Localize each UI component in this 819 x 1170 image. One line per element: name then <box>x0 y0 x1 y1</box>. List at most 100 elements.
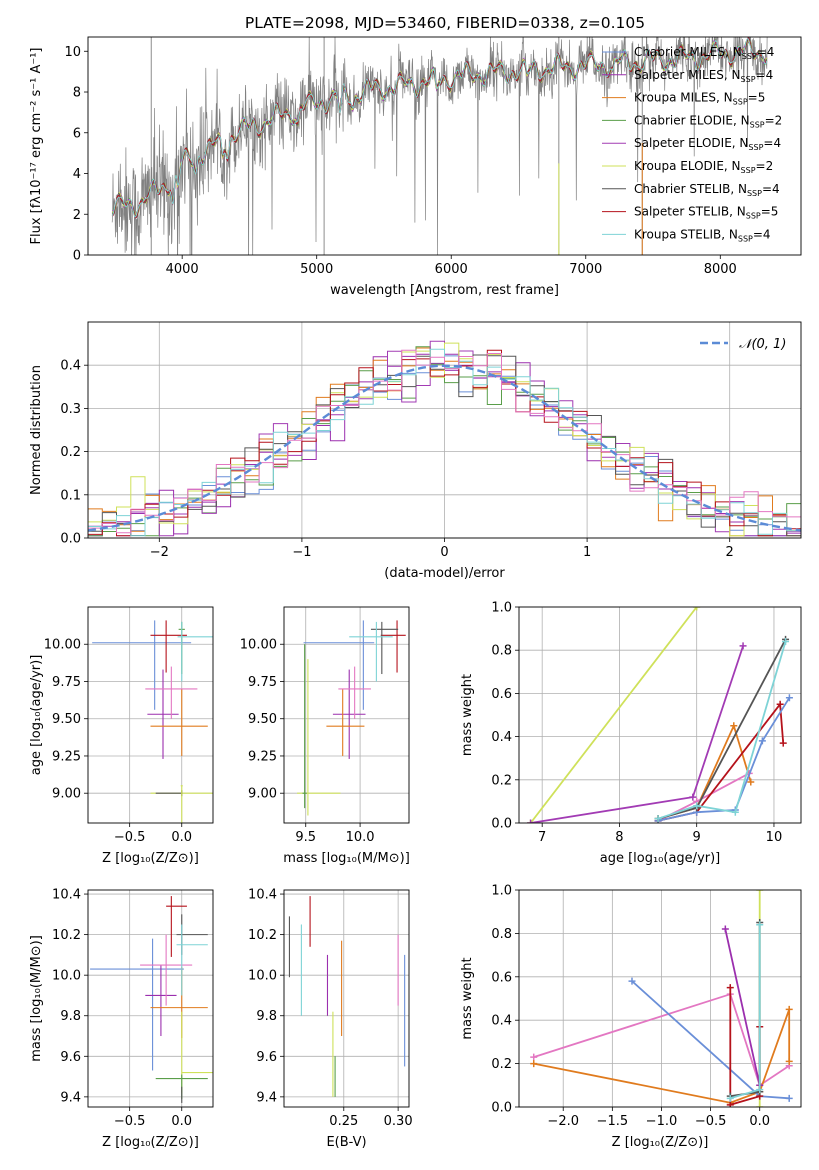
age_mass-panel: 9.5 10.0 9.00 9.25 9.50 9.75 10.00 mass [log₁₀(… <box>240 606 410 866</box>
weight-marker <box>779 739 787 747</box>
tick-label-y: 0 <box>73 249 81 264</box>
plot-area <box>530 890 793 1107</box>
plot-area <box>92 620 213 823</box>
tick-label-x: 4000 <box>166 262 199 277</box>
tick-label-y: 9.00 <box>248 787 277 802</box>
tick-label-y: 4 <box>73 167 81 182</box>
tick-label-y: 6 <box>73 126 81 141</box>
legend-sub: SSP <box>741 75 756 84</box>
tick-label-x: 9 <box>693 830 701 845</box>
legend-sub: SSP <box>742 52 757 61</box>
weight-marker <box>785 694 793 702</box>
legend-sub: SSP <box>748 143 763 152</box>
weight-marker <box>731 808 739 816</box>
weight-marker <box>776 700 784 708</box>
axes-frame <box>518 889 802 1108</box>
weight-marker <box>527 819 535 823</box>
data-spectrum <box>111 37 768 255</box>
tick-label-x: −2 <box>150 545 169 560</box>
x-axis-label: E(B-V) <box>326 1135 366 1150</box>
model-spectrum <box>111 38 768 218</box>
age_Z-panel: −0.5 0.0 9.00 9.25 9.50 9.75 10.00 Z [log₁₀(Z/Z… <box>29 606 214 866</box>
tick-label-y: 10.0 <box>248 969 277 984</box>
weight-marker <box>758 737 766 745</box>
weight-marker <box>756 890 764 894</box>
legend-count: =4 <box>763 136 781 150</box>
spectrum-panel: 4000 5000 6000 7000 8000 0 2 4 6 8 10 wavelength [A… <box>29 36 802 298</box>
weight-series <box>657 641 787 820</box>
legend-sub: SSP <box>733 98 748 107</box>
plot-area <box>90 896 213 1103</box>
figure-title: PLATE=2098, MJD=53460, FIBERID=0338, z=0… <box>245 14 645 32</box>
legend-label: Kroupa STELIB, NSSP=4 <box>634 227 771 243</box>
legend-count: =5 <box>761 205 779 219</box>
x-axis-label: Z [log₁₀(Z/Z⊙)] <box>102 851 199 866</box>
weight-marker <box>785 1094 793 1102</box>
tick-label-x: 6000 <box>435 262 468 277</box>
legend-count: =4 <box>753 227 771 241</box>
tick-label-y: 9.6 <box>256 1050 277 1065</box>
legend-count: =2 <box>756 159 774 173</box>
legend-sub: SSP <box>746 212 761 221</box>
plot-area <box>527 607 793 823</box>
y-axis-label: Flux [fλ10⁻¹⁷ erg cm⁻² s⁻¹ A⁻¹] <box>29 48 44 245</box>
tick-label-x: 0.0 <box>171 1114 192 1129</box>
tick-label-x: 8 <box>615 830 623 845</box>
tick-label-x: 0.0 <box>749 1114 770 1129</box>
legend-sub: SSP <box>738 234 753 243</box>
legend-label: Chabrier MILES, NSSP=4 <box>634 45 774 61</box>
tick-label-y: 9.25 <box>52 749 81 764</box>
weight-marker <box>530 1053 538 1061</box>
x-axis-label: (data-model)/error <box>384 566 505 581</box>
tick-label-y: 10.4 <box>52 888 81 903</box>
tick-label-y: 9.4 <box>60 1090 81 1105</box>
weight-marker <box>726 1094 734 1102</box>
tick-label-y: 9.75 <box>248 675 277 690</box>
weight_age-panel: 7 8 9 10 0.0 0.2 0.4 0.6 0.8 1.0 age [log₁₀(age/yr… <box>460 601 802 866</box>
tick-label-y: 9.4 <box>256 1090 277 1105</box>
tick-label-y: 8 <box>73 86 81 101</box>
x-axis-label: wavelength [Angstrom, rest frame] <box>330 283 559 298</box>
tick-label-y: 10.2 <box>248 928 277 943</box>
weight-series <box>529 607 698 823</box>
weight-marker <box>693 802 701 810</box>
plot-area <box>111 37 768 255</box>
tick-label-x: −0.5 <box>114 830 146 845</box>
plot-area <box>288 896 406 1097</box>
tick-label-x: 7 <box>538 830 546 845</box>
tick-label-x: 10 <box>766 830 783 845</box>
weight-series <box>657 638 787 820</box>
x-axis-label: Z [log₁₀(Z/Z⊙)] <box>102 1135 199 1150</box>
tick-label-y: 0.2 <box>491 1057 512 1072</box>
weight-marker <box>739 642 747 650</box>
tick-label-x: −0.5 <box>114 1114 146 1129</box>
tick-label-y: 0.0 <box>491 1101 512 1116</box>
tick-label-y: 0.2 <box>491 773 512 788</box>
legend-label: Salpeter ELODIE, NSSP=4 <box>634 136 781 152</box>
axes-frame <box>283 606 410 824</box>
histogram-series <box>88 349 801 538</box>
weight-marker <box>689 793 697 801</box>
weight-marker <box>726 1101 734 1107</box>
tick-label-y: 10 <box>64 45 81 60</box>
tick-label-x: 8000 <box>704 262 737 277</box>
y-axis-label: mass weight <box>460 674 475 756</box>
weight-marker <box>782 638 790 646</box>
legend-label: 𝒩(0, 1) <box>739 337 786 352</box>
axes-frame <box>87 321 802 539</box>
normal-curve <box>88 364 801 532</box>
weight-marker <box>785 1057 793 1065</box>
legend-sub: SSP <box>747 189 762 198</box>
weight-marker <box>721 925 729 933</box>
tick-label-y: 0.2 <box>60 445 81 460</box>
weight-marker <box>628 977 636 985</box>
y-axis-label: Normed distribution <box>29 365 44 495</box>
weight-marker <box>726 984 734 992</box>
legend-label: Salpeter MILES, NSSP=4 <box>634 68 773 84</box>
axes-frame <box>283 889 410 1108</box>
tick-label-y: 10.4 <box>248 888 277 903</box>
tick-label-x: 0 <box>440 545 448 560</box>
weight-marker <box>654 815 662 823</box>
weight-marker <box>756 1103 764 1107</box>
